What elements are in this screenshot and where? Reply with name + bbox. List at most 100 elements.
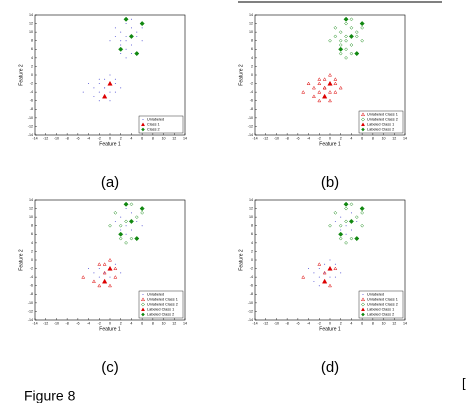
x-tick-label: -2: [98, 136, 101, 140]
point: [301, 275, 306, 279]
y-tick-label: 2: [31, 64, 33, 68]
x-tick-label: -8: [286, 321, 289, 325]
point: [125, 57, 127, 59]
legend-marker: [360, 307, 366, 312]
legend-label: Unlabeled Class 1: [367, 298, 398, 302]
point: [123, 16, 129, 22]
point: [125, 35, 127, 37]
x-tick-label: 4: [350, 136, 352, 140]
point: [344, 38, 348, 43]
point: [104, 87, 106, 89]
point: [98, 78, 100, 80]
x-tick-label: -14: [32, 136, 37, 140]
point: [338, 30, 343, 34]
legend-label: Unlabeled Class 2: [147, 303, 178, 307]
legend-label: Unlabeled: [367, 293, 384, 297]
y-tick-label: 14: [249, 13, 253, 17]
point: [124, 219, 128, 224]
legend-marker: [140, 122, 146, 127]
point: [120, 40, 122, 42]
point: [120, 31, 122, 33]
point: [107, 80, 113, 86]
point: [338, 43, 343, 47]
x-tick-label: -10: [274, 321, 279, 325]
legend-label: Unlabeled Class 2: [367, 118, 398, 122]
x-tick-label: 14: [403, 321, 407, 325]
x-tick-label: -4: [87, 321, 90, 325]
point: [114, 27, 116, 29]
point: [98, 83, 100, 85]
y-tick-label: 14: [249, 198, 253, 202]
y-tick-label: -12: [28, 124, 33, 128]
x-tick-label: 10: [162, 321, 166, 325]
point: [113, 275, 118, 279]
point: [81, 275, 86, 279]
point: [301, 90, 306, 94]
point: [109, 91, 111, 93]
point: [308, 268, 310, 270]
y-tick-label: -6: [250, 284, 253, 288]
legend-label: Labeled Class 1: [367, 123, 394, 127]
point: [348, 218, 354, 224]
point: [98, 276, 100, 278]
legend-marker: [362, 294, 364, 295]
point: [338, 38, 343, 43]
x-tick-label: 8: [152, 136, 154, 140]
point: [120, 44, 122, 46]
point: [128, 218, 134, 224]
x-tick-label: -12: [263, 136, 268, 140]
point: [313, 280, 315, 282]
x-tick-label: 0: [329, 136, 331, 140]
point: [118, 231, 124, 237]
point: [344, 219, 348, 224]
x-tick-label: 0: [329, 321, 331, 325]
point: [354, 215, 359, 219]
x-tick-label: -14: [252, 136, 257, 140]
legend-marker: [141, 127, 145, 132]
point: [334, 220, 336, 222]
point: [98, 268, 100, 270]
y-tick-label: 12: [249, 22, 253, 26]
point: [124, 241, 128, 245]
point: [114, 263, 116, 265]
point: [349, 26, 354, 30]
x-tick-label: 10: [162, 136, 166, 140]
y-tick-label: -14: [28, 318, 33, 322]
point: [360, 223, 364, 228]
point: [109, 40, 111, 42]
point: [344, 47, 348, 52]
point: [312, 94, 316, 98]
y-tick-label: 10: [29, 215, 33, 219]
point: [360, 26, 364, 30]
y-tick-label: -10: [28, 116, 33, 120]
point: [328, 90, 332, 94]
legend-marker: [361, 127, 365, 132]
point: [333, 81, 338, 86]
y-tick-label: 0: [31, 73, 33, 77]
legend-label: Unlabeled: [147, 293, 164, 297]
x-tick-label: -2: [318, 321, 321, 325]
panel-label: (d): [321, 359, 339, 376]
x-tick-label: 0: [109, 321, 111, 325]
point: [322, 270, 327, 275]
point: [313, 272, 315, 274]
y-tick-label: 4: [251, 241, 253, 245]
y-tick-label: -8: [250, 107, 253, 111]
point: [356, 220, 358, 222]
legend-label: Unlabeled Class 2: [367, 303, 398, 307]
y-tick-label: 4: [31, 241, 33, 245]
point: [97, 283, 102, 288]
y-tick-label: 4: [251, 56, 253, 60]
point: [329, 259, 331, 261]
legend-label: Class 1: [147, 123, 160, 127]
point: [120, 272, 122, 274]
y-tick-label: -2: [250, 82, 253, 86]
x-tick-label: 4: [130, 136, 132, 140]
point: [359, 21, 365, 27]
y-tick-label: -8: [250, 292, 253, 296]
point: [134, 236, 140, 242]
point: [141, 27, 143, 29]
point: [317, 262, 322, 266]
y-tick-label: 2: [31, 249, 33, 253]
y-tick-label: -8: [30, 292, 33, 296]
